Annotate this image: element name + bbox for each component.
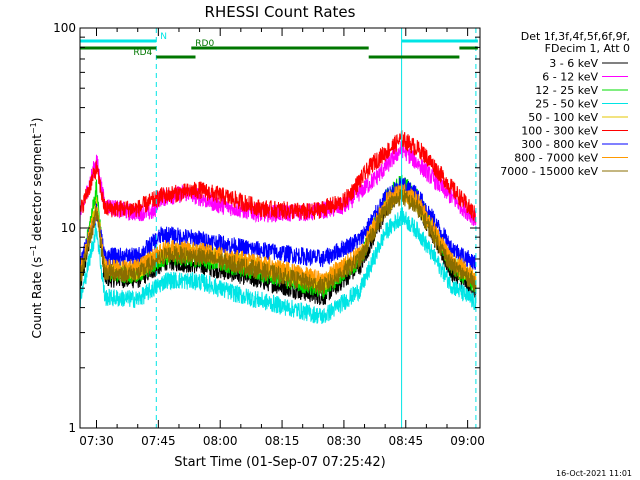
legend-label-4: 25 - 50 keV <box>535 98 598 111</box>
x-tick-label-2: 07:45 <box>141 434 176 448</box>
footer-timestamp: 16-Oct-2021 11:01 <box>556 469 632 478</box>
x-axis-label: Start Time (01-Sep-07 07:25:42) <box>174 455 385 470</box>
x-tick-label-7: 09:00 <box>450 434 485 448</box>
legend-label-5: 50 - 100 keV <box>528 111 598 124</box>
legend-label-2: 6 - 12 keV <box>542 71 598 84</box>
chart-title: RHESSI Count Rates <box>205 3 356 21</box>
status-label-2: N <box>160 32 167 42</box>
y-tick-label-2: 10 <box>61 221 76 235</box>
legend-header-line-1: Det 1f,3f,4f,5f,6f,9f, <box>521 30 630 43</box>
x-tick-label-1: 07:30 <box>79 434 114 448</box>
x-tick-label-4: 08:15 <box>265 434 300 448</box>
axes-layer: 1 10 100 07:30 07:45 08:00 08:15 08:30 08:45 09:0… <box>53 21 485 448</box>
x-tick-label-6: 08:45 <box>389 434 424 448</box>
y-axis-label-exponent: −1 <box>29 245 38 257</box>
legend-label-9: 7000 - 15000 keV <box>500 165 598 178</box>
x-tick-label-3: 08:00 <box>203 434 238 448</box>
y-axis-label-end: ) <box>30 118 44 123</box>
y-tick-label-1: 1 <box>68 421 76 435</box>
series-line-9 <box>79 189 477 295</box>
status-bar-layer: N RD0 RD4 <box>80 32 478 59</box>
series-line-6 <box>79 130 477 223</box>
legend-label-1: 3 - 6 keV <box>549 57 598 70</box>
y-axis-label-middle: detector segment <box>30 134 44 245</box>
x-tick-label-5: 08:30 <box>327 434 362 448</box>
y-axis-label: Count Rate (s−1 detector segment−1) <box>29 118 44 339</box>
y-axis-label-exponent-2: −1 <box>29 122 38 134</box>
legend-label-3: 12 - 25 keV <box>535 84 598 97</box>
status-label-7: RD4 <box>133 48 152 58</box>
legend-label-8: 800 - 7000 keV <box>514 152 598 165</box>
status-label-5: RD0 <box>195 39 214 49</box>
legend-label-6: 100 - 300 keV <box>521 125 598 138</box>
legend-header-line-2: FDecim 1, Att 0 <box>545 42 630 55</box>
legend-label-7: 300 - 800 keV <box>521 138 598 151</box>
y-axis-label-main: Count Rate (s <box>30 257 44 339</box>
series-line-4 <box>79 207 477 325</box>
y-tick-label-3: 100 <box>53 21 76 35</box>
